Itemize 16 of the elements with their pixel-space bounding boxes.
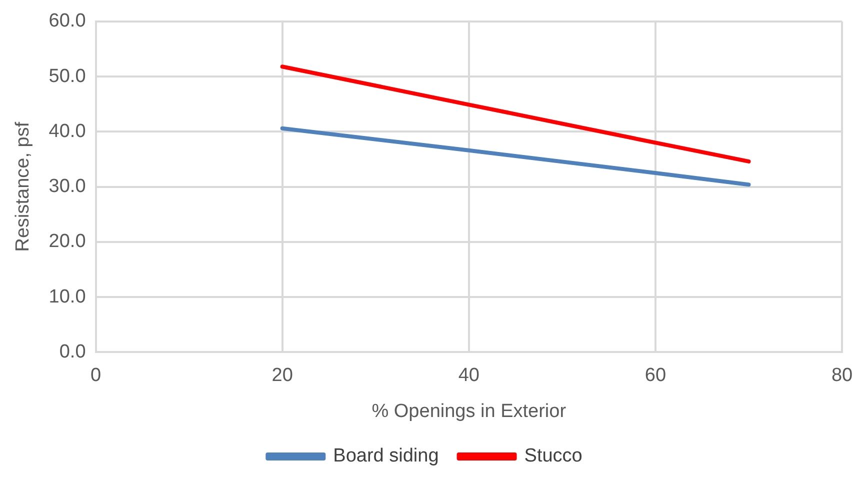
y-tick-label: 50.0 bbox=[48, 66, 86, 87]
x-tick-label: 60 bbox=[644, 364, 666, 386]
legend-label: Board siding bbox=[333, 446, 439, 467]
y-tick-label: 20.0 bbox=[48, 231, 86, 252]
y-tick-label: 40.0 bbox=[48, 120, 86, 142]
x-axis-title: % Openings in Exterior bbox=[372, 400, 567, 422]
y-tick-label: 30.0 bbox=[48, 176, 86, 198]
y-tick-label: 60.0 bbox=[48, 10, 86, 32]
x-tick-label: 0 bbox=[90, 364, 102, 386]
y-axis-title: Resistance, psf bbox=[12, 121, 34, 252]
y-tick-label: 0.0 bbox=[59, 341, 86, 362]
y-tick-label: 10.0 bbox=[48, 286, 86, 308]
legend-label: Stucco bbox=[524, 446, 582, 467]
x-tick-label: 80 bbox=[831, 364, 853, 386]
x-tick-label: 40 bbox=[458, 364, 480, 386]
x-tick-label: 20 bbox=[272, 364, 293, 386]
